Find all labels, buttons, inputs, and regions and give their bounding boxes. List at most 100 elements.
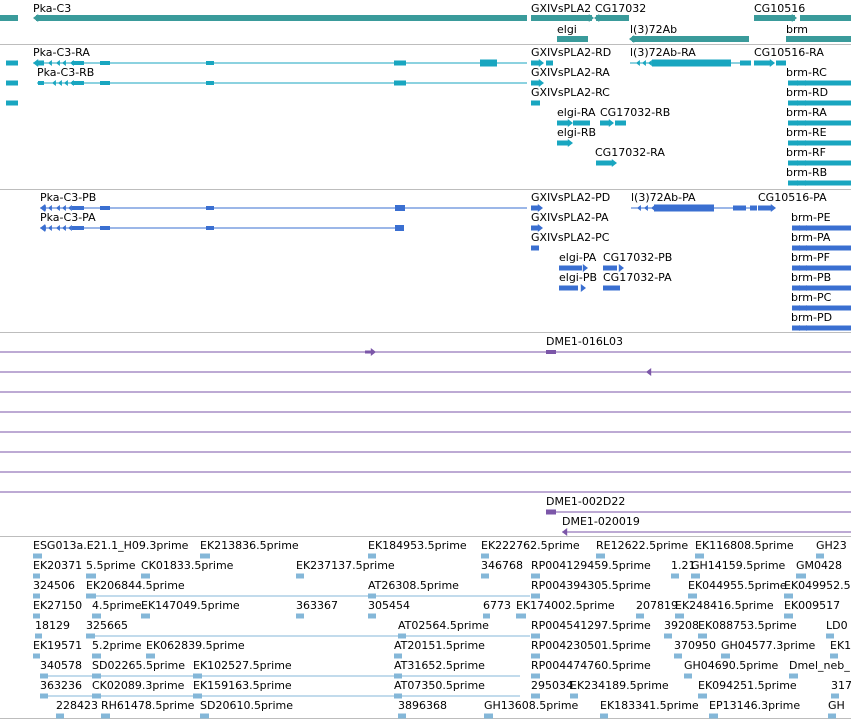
exon-chevron[interactable] [56, 225, 60, 231]
exon-block[interactable] [557, 140, 568, 146]
est-label[interactable]: EK049952.5 [784, 579, 851, 592]
gene-label[interactable]: elgi [557, 23, 577, 36]
est-label[interactable]: 5.2prime [92, 639, 142, 652]
est-label[interactable]: 4.5prime [92, 599, 142, 612]
exon-chevron[interactable] [796, 305, 800, 311]
est-label[interactable]: EK248416.5prime [675, 599, 774, 612]
exon-chevron[interactable] [56, 60, 60, 66]
exon-chevron[interactable] [58, 80, 62, 86]
est-label[interactable]: 228423 [56, 699, 98, 712]
strand-arrow[interactable] [594, 14, 600, 22]
exon-block[interactable] [750, 205, 757, 211]
est-block[interactable] [481, 553, 489, 559]
transcript-label[interactable]: l(3)72Ab-RA [630, 46, 696, 59]
est-label[interactable]: EK184953.5prime [368, 539, 467, 552]
est-label[interactable]: 5.5prime [86, 559, 136, 572]
est-label[interactable]: EK174002.5prime [516, 599, 615, 612]
transcript-label[interactable]: brm-RD [786, 86, 829, 99]
est-block[interactable] [828, 713, 836, 719]
strand-arrow[interactable] [769, 59, 775, 67]
exon-chevron[interactable] [56, 205, 60, 211]
protein-label[interactable]: GXIVsPLA2-PD [531, 191, 611, 204]
transcript-label[interactable]: GXIVsPLA2-RC [531, 86, 610, 99]
exon-block[interactable] [603, 265, 617, 271]
transcript-label[interactable]: brm-RF [786, 146, 826, 159]
est-block[interactable] [86, 593, 96, 599]
est-block[interactable] [826, 633, 834, 639]
exon-chevron[interactable] [64, 80, 68, 86]
exon-block[interactable] [72, 81, 84, 85]
exon-chevron[interactable] [62, 60, 66, 66]
est-block[interactable] [86, 633, 95, 639]
protein-label[interactable]: CG17032-PB [603, 251, 673, 264]
transcript-label[interactable]: CG17032-RB [600, 106, 671, 119]
est-block[interactable] [531, 633, 540, 639]
est-block[interactable] [92, 653, 101, 659]
exon-chevron[interactable] [62, 205, 66, 211]
clone-label[interactable]: DME1-016L03 [546, 335, 623, 348]
exon-block[interactable] [776, 60, 786, 66]
est-block[interactable] [398, 633, 406, 639]
est-label[interactable]: AT26308.5prime [368, 579, 459, 592]
exon-chevron[interactable] [796, 245, 800, 251]
gene-glyph[interactable] [0, 15, 18, 21]
est-block[interactable] [531, 653, 540, 659]
exon-block[interactable] [788, 140, 851, 146]
exon-chevron[interactable] [794, 120, 798, 126]
strand-arrow[interactable] [791, 14, 797, 22]
est-label[interactable]: GH13608.5prime [484, 699, 579, 712]
transcript-label[interactable]: brm-RE [786, 126, 827, 139]
est-block[interactable] [56, 713, 64, 719]
est-block[interactable] [200, 553, 210, 559]
exon-chevron[interactable] [794, 180, 798, 186]
est-block[interactable] [394, 693, 402, 699]
est-label[interactable]: GM0428 [796, 559, 843, 572]
est-label[interactable]: CK02089.3prime [92, 679, 185, 692]
est-block[interactable] [92, 693, 101, 699]
est-block[interactable] [146, 653, 155, 659]
exon-block[interactable] [559, 285, 578, 291]
est-block[interactable] [636, 613, 644, 619]
exon-block[interactable] [758, 205, 771, 211]
exon-chevron[interactable] [644, 205, 648, 211]
est-block[interactable] [40, 693, 48, 699]
protein-label[interactable]: brm-PB [791, 271, 832, 284]
gene-label[interactable]: CG17032 [595, 2, 647, 15]
est-label[interactable]: GH [828, 699, 845, 712]
exon-chevron[interactable] [68, 205, 72, 211]
exon-block[interactable] [596, 160, 612, 166]
est-label[interactable]: EK237137.5prime [296, 559, 395, 572]
exon-chevron[interactable] [48, 60, 52, 66]
est-label[interactable]: 363367 [296, 599, 338, 612]
est-block[interactable] [141, 573, 150, 579]
exon-chevron[interactable] [802, 120, 806, 126]
exon-block[interactable] [531, 205, 539, 211]
est-block[interactable] [394, 673, 402, 679]
est-label[interactable]: EK088753.5prime [698, 619, 797, 632]
est-label[interactable]: GH14159.5prime [691, 559, 786, 572]
exon-block[interactable] [100, 206, 110, 210]
exon-block[interactable] [654, 204, 714, 212]
gene-glyph[interactable] [800, 15, 851, 21]
est-label[interactable]: AT31652.5prime [394, 659, 485, 672]
est-label[interactable]: EK234189.5prime [570, 679, 669, 692]
est-block[interactable] [698, 633, 707, 639]
transcript-label[interactable]: brm-RB [786, 166, 828, 179]
exon-block[interactable] [788, 100, 851, 106]
exon-block[interactable] [792, 325, 851, 331]
exon-block[interactable] [36, 60, 44, 66]
protein-label[interactable]: elgi-PB [559, 271, 598, 284]
gene-label[interactable]: l(3)72Ab [630, 23, 678, 36]
est-block[interactable] [816, 553, 824, 559]
strand-arrow[interactable] [537, 224, 543, 232]
exon-chevron[interactable] [794, 80, 798, 86]
est-label[interactable]: RP004474760.5prime [531, 659, 651, 672]
exon-block[interactable] [480, 59, 497, 67]
exon-block[interactable] [38, 81, 44, 85]
exon-block[interactable] [754, 60, 770, 66]
exon-chevron[interactable] [802, 160, 806, 166]
est-label[interactable]: AT07350.5prime [394, 679, 485, 692]
exon-block[interactable] [6, 80, 18, 86]
est-block[interactable] [484, 713, 493, 719]
exon-chevron[interactable] [794, 160, 798, 166]
